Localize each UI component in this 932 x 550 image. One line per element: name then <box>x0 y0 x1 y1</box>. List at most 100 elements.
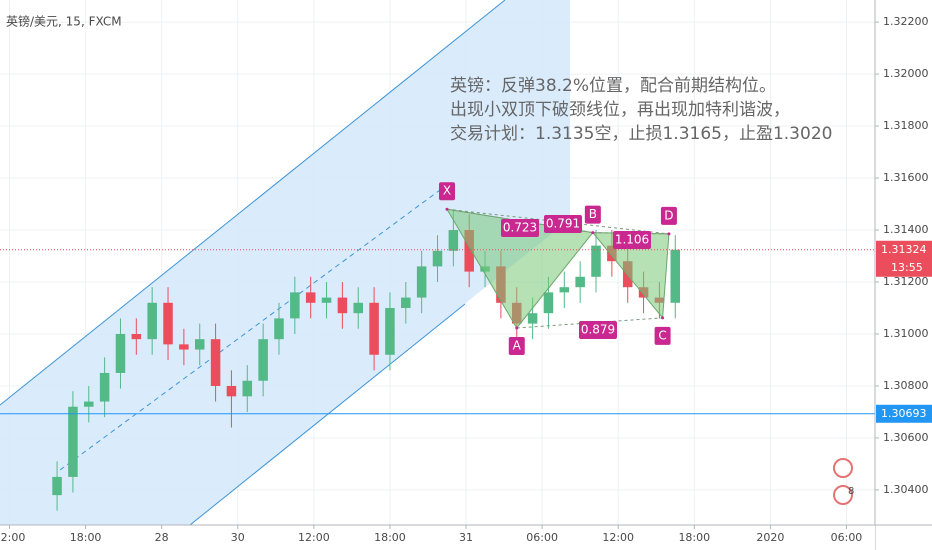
candle-body <box>416 266 427 298</box>
axes: 1.30400 1.30600 1.30800 1.31000 1.31200 1.314… <box>0 15 932 544</box>
ratio-label: 0.723 <box>503 221 537 235</box>
pattern-label-bg <box>584 205 601 224</box>
candle-body <box>385 307 395 355</box>
pattern-label-bg <box>439 182 456 201</box>
y-tick-label: 1.31400 <box>883 223 929 236</box>
x-tick-label: 12:00 <box>602 531 634 544</box>
ratio-bg <box>613 231 651 249</box>
candle-body <box>68 406 78 477</box>
hline-label: 1.30693 <box>881 407 927 420</box>
candle-body <box>115 333 126 373</box>
candle-body <box>147 302 157 340</box>
candle-body <box>575 276 585 288</box>
candle-body <box>242 380 253 397</box>
candle-body <box>464 230 474 272</box>
x-tick-label: 2020 <box>756 531 784 544</box>
channel-upper <box>0 0 506 406</box>
symbol: 英镑/美元, 15, FXCM <box>6 14 122 29</box>
candle-body <box>163 302 173 345</box>
pattern-link <box>446 208 669 235</box>
candle-body <box>290 292 300 319</box>
flag-icon <box>833 485 853 505</box>
pattern-label-bg <box>654 326 671 345</box>
pattern-label-bg <box>660 206 677 225</box>
event-count: 8 <box>848 486 854 497</box>
channel-fill <box>0 0 570 525</box>
pattern-point <box>445 207 449 211</box>
candle-body <box>84 401 94 407</box>
annotation: 交易计划：1.3135空，止损1.3165，止盈1.3020 <box>450 124 832 144</box>
candle-body <box>194 339 205 350</box>
y-tick-label: 1.30400 <box>883 483 929 496</box>
candle-body <box>99 372 110 402</box>
pattern-label-bg <box>508 336 525 355</box>
event-flags: 8 <box>833 458 854 505</box>
candle-body <box>527 313 538 324</box>
candle-body <box>353 302 363 314</box>
candle-body <box>179 344 189 350</box>
y-tick-label: 1.31200 <box>883 275 929 288</box>
channel-lower <box>189 303 466 526</box>
ratio-label: 0.879 <box>581 323 615 337</box>
pattern-point <box>515 326 519 330</box>
candle-body <box>52 476 62 496</box>
candle-body <box>337 297 348 314</box>
x-tick-label: 18:00 <box>70 531 102 544</box>
candle-body <box>210 339 221 386</box>
last-price-bg <box>876 240 932 277</box>
pattern-label: X <box>443 184 451 198</box>
y-tick-label: 1.32000 <box>883 67 929 80</box>
candle-body <box>448 230 459 251</box>
ratio-label: 0.791 <box>546 217 580 231</box>
candle-body <box>369 302 379 355</box>
time-axis <box>0 525 875 550</box>
x-tick-label: 18:00 <box>678 531 710 544</box>
pattern-label: C <box>658 328 666 342</box>
x-tick-label: 06:00 <box>831 531 863 544</box>
flag-icon <box>833 458 853 478</box>
x-tick-label: 06:00 <box>526 531 558 544</box>
ratio-bg <box>501 219 539 237</box>
x-tick-label: 30 <box>231 531 245 544</box>
x-tick-label: 12:00 <box>298 531 330 544</box>
candle-body <box>559 287 570 293</box>
candle-body <box>305 292 316 303</box>
pattern-point <box>591 231 595 235</box>
pattern-point <box>661 316 665 320</box>
candle-body <box>401 297 411 308</box>
candle-body <box>432 250 443 267</box>
candle-body <box>274 318 284 340</box>
y-tick-label: 1.31000 <box>883 327 929 340</box>
candle-body <box>131 333 142 340</box>
pattern-label: D <box>664 208 673 222</box>
y-tick-label: 1.31600 <box>883 171 929 184</box>
candle-body <box>321 297 332 303</box>
annotation: 英镑：反弹38.2%位置，配合前期结构位。 <box>450 76 776 96</box>
x-tick-label: 31 <box>459 531 473 544</box>
countdown: 13:55 <box>891 261 923 274</box>
harmonic-pattern: X A B C D 0.723 0.791 1.106 0.879 <box>439 182 677 355</box>
y-tick-label: 1.32200 <box>883 15 929 28</box>
x-tick-label: 18:00 <box>374 531 406 544</box>
x-tick-label: 12:00 <box>0 531 25 544</box>
ratio-bg <box>544 215 582 233</box>
candle-body <box>670 249 681 303</box>
channel-mid <box>59 189 441 471</box>
ratio-label: 1.106 <box>615 233 649 247</box>
pattern-point <box>667 232 671 236</box>
y-tick-label: 1.30800 <box>883 379 929 392</box>
y-tick-label: 1.31800 <box>883 119 929 132</box>
candle-body <box>543 292 554 314</box>
annotation: 出现小双顶下破颈线位，再出现加特利谐波， <box>450 100 790 120</box>
last-price-label: 1.31324 <box>881 243 927 256</box>
pattern-label: B <box>589 207 597 221</box>
hline-label-bg <box>876 404 932 423</box>
candle-body <box>591 245 601 277</box>
overlay <box>0 249 875 415</box>
ratio-bg <box>579 321 617 339</box>
x-tick-label: 28 <box>155 531 169 544</box>
candle-body <box>226 385 237 397</box>
y-tick-label: 1.30600 <box>883 431 929 444</box>
candle-body <box>258 339 268 381</box>
